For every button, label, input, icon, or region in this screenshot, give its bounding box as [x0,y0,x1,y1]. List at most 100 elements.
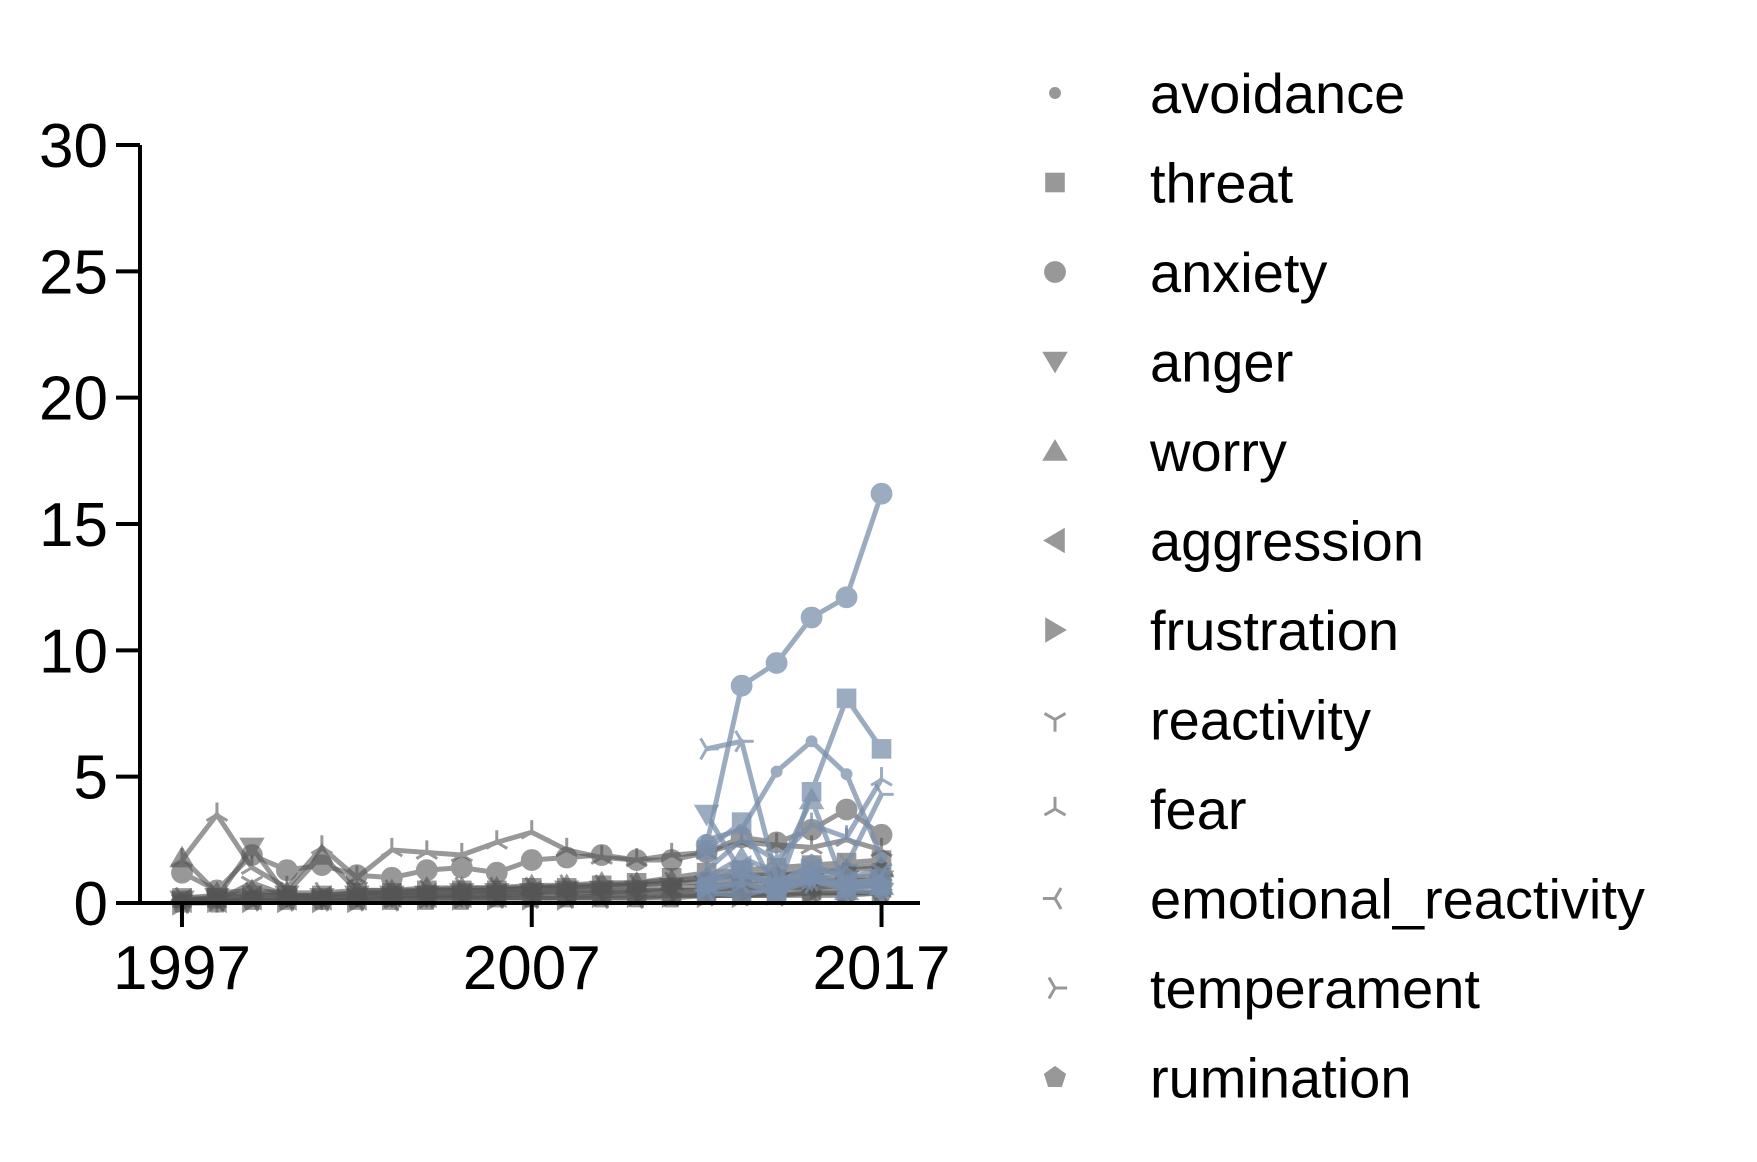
legend-item-rumination: rumination [1043,1047,1411,1110]
series-recent-rumination [695,853,893,905]
legend-label-frustration: frustration [1150,599,1399,662]
legend-marker-worry [1042,439,1068,461]
legend-marker-shape [1045,617,1067,643]
legend-label-temperament: temperament [1150,957,1480,1020]
data-point-recent-threat [871,739,892,759]
legend-item-fear: fear [1043,778,1247,841]
data-point-fear [485,830,509,850]
data-point-fear [310,835,334,855]
data-point-recent-fear [695,858,718,878]
data-point-recent-fear [730,827,753,848]
series-layer [169,482,895,916]
data-point-recent-rumination [870,876,893,898]
y-tick-label: 25 [39,238,108,307]
data-point-fear [520,820,543,840]
data-point-recent-anger [693,804,720,827]
legend-marker-fear [1043,796,1067,817]
legend-marker-shape [1043,712,1067,732]
legend-label-fear: fear [1150,778,1247,841]
data-point-fear [205,802,229,822]
data-point-fear [590,845,613,865]
legend-item-reactivity: reactivity [1043,689,1371,752]
data-point-recent-temperament [734,730,754,753]
legend-item-emotional_reactivity: emotional_reactivity [1042,868,1645,931]
legend-marker-shape [1044,261,1066,283]
legend-marker-shape [1042,439,1068,461]
legend-marker-anger [1042,351,1068,374]
x-tick-label: 1997 [113,934,251,1003]
x-tick-label: 2007 [463,934,601,1003]
data-point-recent-anxiety [835,586,858,609]
data-point-recent-rumination [835,866,858,888]
y-tick-label: 20 [39,365,108,434]
legend-marker-reactivity [1043,712,1067,732]
data-point-anxiety [520,849,543,871]
legend-marker-shape [1047,976,1068,1000]
data-point-fear [240,855,264,875]
legend: avoidance threat anxiety anger worry aggressi… [1042,62,1645,1110]
legend-label-anxiety: anxiety [1150,241,1327,304]
data-point-recent-anxiety [695,833,718,856]
series-recent-line-anxiety [704,492,884,846]
legend-marker-rumination [1043,1065,1067,1087]
data-point-recent-avoidance [840,768,853,781]
data-point-fear [170,847,194,868]
legend-marker-avoidance [1049,87,1061,99]
data-point-fear [625,847,648,868]
legend-marker-emotional_reactivity [1042,887,1063,910]
y-tick-label: 5 [74,744,108,813]
data-point-fear [450,842,474,863]
data-point-recent-temperament [699,737,719,761]
legend-label-emotional_reactivity: emotional_reactivity [1150,868,1645,931]
series-recent-temperament [699,730,894,895]
data-point-recent-fear [870,767,893,787]
legend-marker-threat [1045,172,1065,193]
y-tick-label: 15 [39,491,108,560]
legend-label-threat: threat [1150,152,1294,215]
data-point-recent-anxiety [765,652,788,674]
data-point-fear [415,840,439,860]
legend-item-avoidance: avoidance [1049,62,1405,125]
legend-marker-shape [1043,796,1067,817]
legend-marker-shape [1042,351,1068,374]
legend-item-anxiety: anxiety [1044,241,1327,304]
data-point-recent-rumination [765,876,788,898]
series-recent-anxiety [695,482,893,856]
legend-item-aggression: aggression [1043,510,1424,573]
legend-label-aggression: aggression [1150,510,1424,573]
legend-label-anger: anger [1150,331,1293,394]
data-point-recent-rumination [800,853,823,875]
data-point-recent-threat [836,688,857,709]
data-point-anxiety [835,798,858,821]
data-point-recent-anxiety [870,482,893,505]
data-point-fear [380,837,404,858]
data-point-anger [239,837,265,860]
data-point-recent-anxiety [800,606,823,629]
legend-item-frustration: frustration [1045,599,1399,662]
legend-label-worry: worry [1149,420,1287,483]
legend-marker-frustration [1045,617,1067,643]
legend-item-worry: worry [1042,420,1287,483]
y-tick-label: 0 [74,870,108,939]
data-point-recent-avoidance [770,765,783,778]
x-tick-label: 2017 [813,934,951,1003]
series-recent-line-temperament [706,738,884,886]
y-tick-label: 30 [39,112,108,181]
legend-label-avoidance: avoidance [1150,62,1405,125]
legend-label-rumination: rumination [1150,1047,1411,1110]
legend-item-threat: threat [1045,152,1294,215]
legend-marker-shape [1049,87,1061,99]
legend-marker-anxiety [1044,261,1066,283]
legend-label-reactivity: reactivity [1150,689,1371,752]
legend-marker-shape [1043,527,1065,554]
data-point-recent-fear [800,812,823,833]
legend-item-temperament: temperament [1047,957,1480,1020]
legend-marker-shape [1042,887,1063,910]
axes: 0 5 10 15 20 25 30 1997 2007 2017 [39,112,950,1003]
data-point-fear [660,842,683,863]
legend-item-anger: anger [1042,331,1293,394]
legend-marker-shape [1043,1065,1067,1087]
data-point-recent-temperament [874,783,894,806]
legend-marker-aggression [1043,527,1065,554]
